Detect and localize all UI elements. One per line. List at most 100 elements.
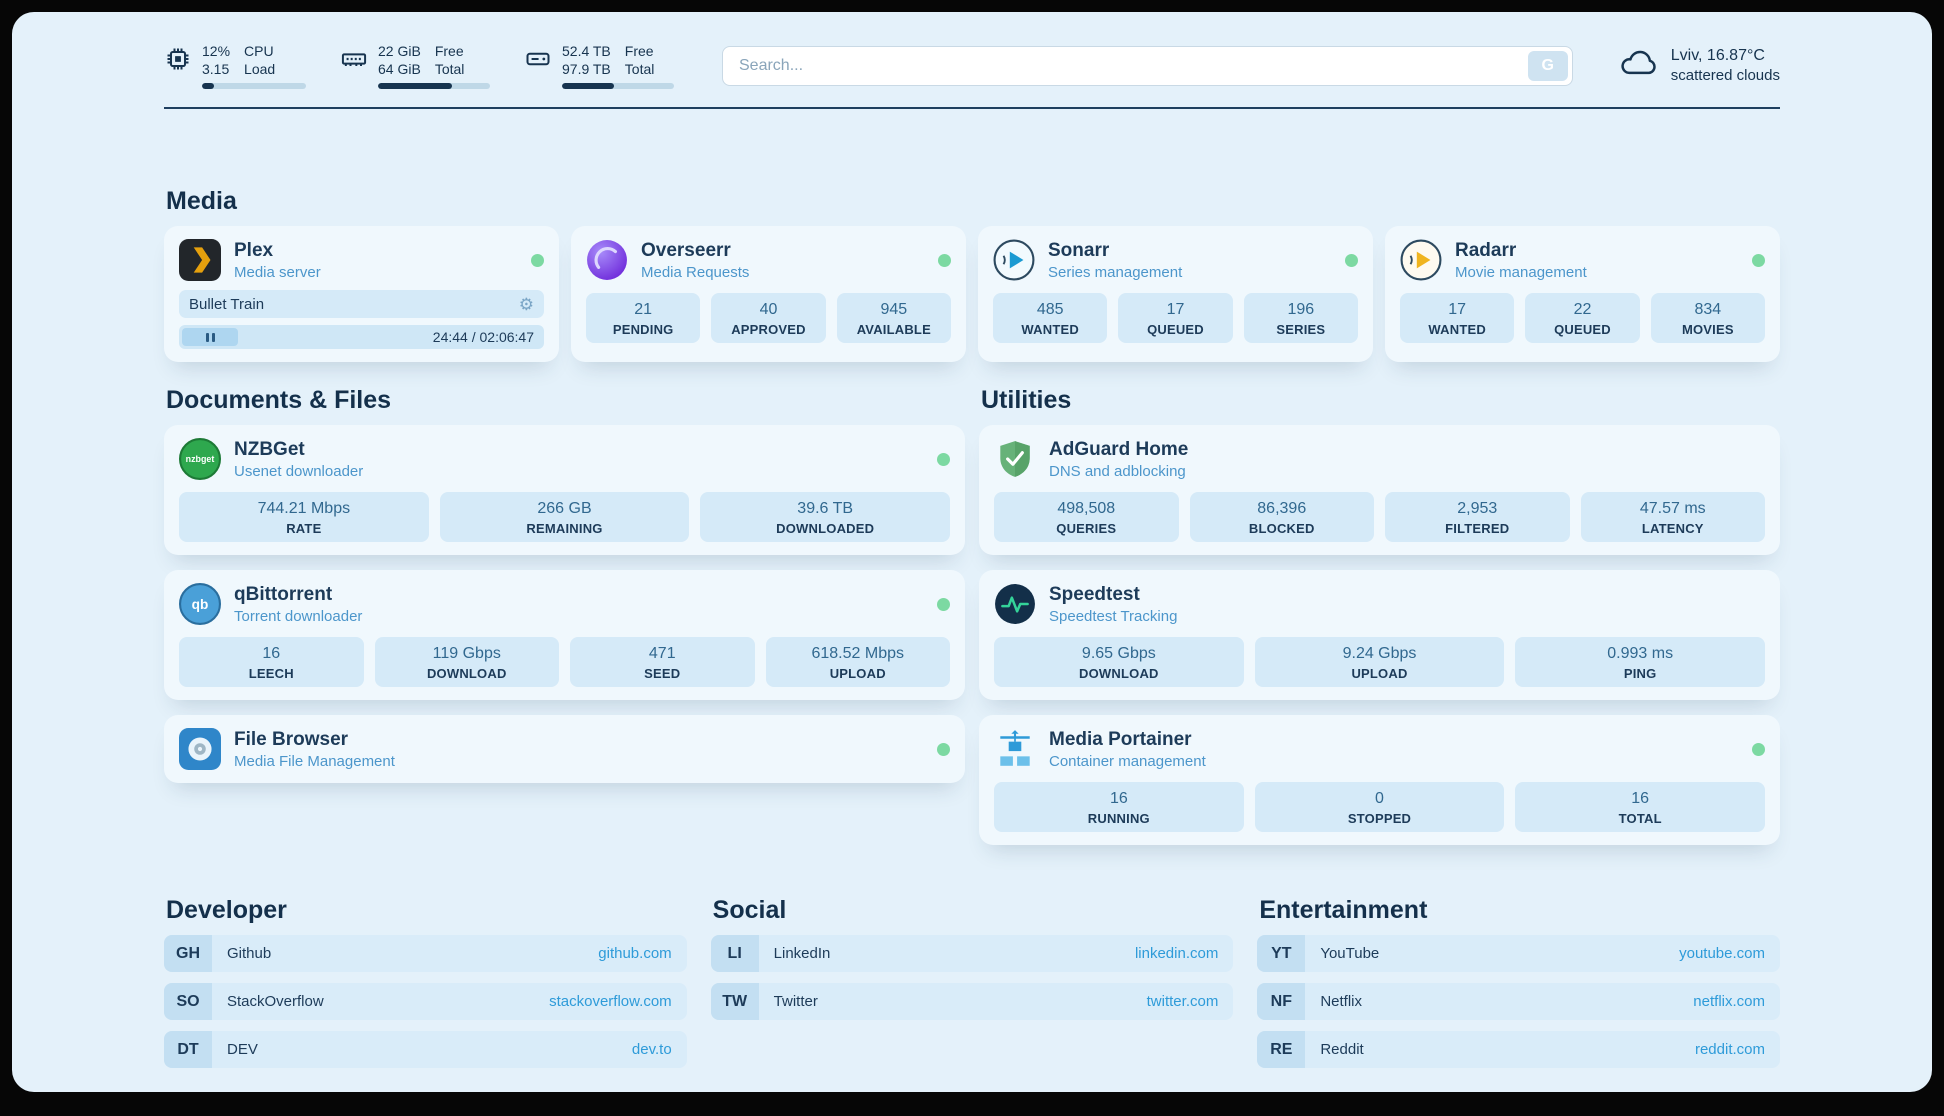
bookmark-abbr: DT [164,1031,212,1069]
service-card-plex: Plex Media server Bullet Train ⚙ [164,226,559,363]
bookmark-url[interactable]: twitter.com [1146,993,1219,1011]
section-utilities: Utilities AdGuard Home [979,386,1780,860]
weather-location: Lviv, 16.87°C [1670,47,1765,65]
disk-total-value: 97.9 TB [562,61,611,78]
nzbget-icon: nzbget [179,438,221,481]
service-link-sonarr[interactable]: Sonarr Series management [993,239,1358,281]
bookmark-reddit[interactable]: RE Reddit reddit.com [1257,1031,1780,1069]
bookmark-url[interactable]: linkedin.com [1134,945,1219,963]
sonarr-icon [993,239,1035,281]
bookmark-url[interactable]: netflix.com [1693,993,1765,1011]
service-link-plex[interactable]: Plex Media server [179,239,544,282]
ram-icon [340,45,368,78]
search-engine-button[interactable]: G [1527,50,1568,81]
bookmark-abbr: NF [1257,983,1306,1021]
disk-free-value: 52.4 TB [562,43,611,59]
status-dot [937,597,950,611]
stat-label: MOVIES [1681,322,1734,338]
stat-queued: 17 QUEUED [1118,293,1233,344]
bookmark-stackoverflow[interactable]: SO StackOverflow stackoverflow.com [164,983,687,1021]
stat-value: 119 Gbps [432,645,501,663]
bookmark-github[interactable]: GH Github github.com [164,935,687,973]
stat-label: QUERIES [1056,521,1117,537]
stat-value: 39.6 TB [797,500,854,518]
bookmark-abbr: SO [164,983,212,1021]
stat-wanted: 17 WANTED [1400,293,1515,344]
stat-queued: 22 QUEUED [1525,293,1640,344]
cpu-load-value: 3.15 [202,61,230,78]
stat-downloaded: 39.6 TB DOWNLOADED [700,492,951,543]
stat-label: PENDING [612,322,674,338]
plex-icon [179,239,221,282]
stat-value: 2,953 [1457,500,1498,518]
stat-pending: 21 PENDING [586,293,701,344]
bookmark-url[interactable]: dev.to [631,1041,672,1059]
service-link-qbittorrent[interactable]: qb qBittorrent Torrent downloader [179,583,950,626]
stat-rate: 744.21 Mbps RATE [179,492,429,543]
bookmark-url[interactable]: github.com [598,945,672,963]
stat-value: 17 [1166,301,1185,319]
bookmark-url[interactable]: reddit.com [1694,1041,1765,1059]
bookmark-abbr: YT [1257,935,1306,973]
bookmark-name: LinkedIn [773,945,831,963]
radarr-icon [1400,239,1442,281]
stat-value: 9.24 Gbps [1342,645,1417,663]
service-card-speedtest: Speedtest Speedtest Tracking 9.65 Gbps D… [979,570,1780,701]
stat-value: 945 [880,301,908,319]
stat-approved: 40 APPROVED [711,293,826,344]
service-link-speedtest[interactable]: Speedtest Speedtest Tracking [994,583,1765,625]
search-bar: G [722,45,1573,86]
stat-leech: 16 LEECH [179,637,364,688]
search-input[interactable] [722,45,1573,86]
bookmark-name: DEV [227,1041,258,1059]
service-link-filebrowser[interactable]: File Browser Media File Management [179,728,950,771]
service-subtitle: Movie management [1455,263,1587,281]
service-title: NZBGet [234,438,305,460]
bookmark-netflix[interactable]: NF Netflix netflix.com [1257,983,1780,1021]
stat-value: 196 [1287,301,1315,319]
bookmark-linkedin[interactable]: LI LinkedIn linkedin.com [710,935,1234,973]
stat-label: DOWNLOADED [776,521,875,537]
bookmark-name: Twitter [773,993,818,1011]
service-link-overseerr[interactable]: Overseerr Media Requests [586,239,951,281]
service-link-radarr[interactable]: Radarr Movie management [1400,239,1765,281]
pause-button[interactable] [182,328,238,347]
stat-upload: 9.24 Gbps UPLOAD [1254,637,1505,688]
media-section-title: Media [166,187,237,216]
cpu-load-label: Load [244,61,276,78]
bookmark-url[interactable]: stackoverflow.com [549,993,672,1011]
stat-seed: 471 SEED [570,637,755,688]
service-card-radarr: Radarr Movie management 17 WANTED 22 QUE… [1385,226,1780,363]
service-link-adguard[interactable]: AdGuard Home DNS and adblocking [994,438,1765,480]
service-subtitle: Speedtest Tracking [1049,607,1178,625]
qbittorrent-icon-label: qb [192,598,209,613]
stat-value: 618.52 Mbps [811,645,904,663]
service-title: AdGuard Home [1049,438,1189,460]
now-playing-bar: Bullet Train ⚙ [179,290,544,319]
bookmark-youtube[interactable]: YT YouTube youtube.com [1257,935,1780,973]
bookmark-twitter[interactable]: TW Twitter twitter.com [710,983,1234,1021]
ram-total-value: 64 GiB [378,61,421,78]
service-link-nzbget[interactable]: nzbget NZBGet Usenet downloader [179,438,950,481]
service-link-portainer[interactable]: Media Portainer Container management [994,728,1765,770]
section-documents: Documents & Files nzbget NZBGet Usenet d [164,386,965,798]
cpu-percent: 12% [202,43,231,59]
status-dot [937,742,950,756]
stat-label: SERIES [1276,322,1326,338]
playback-progress-track[interactable]: 24:44 / 02:06:47 [179,325,544,350]
cpu-progress-track [202,83,306,90]
stat-label: RUNNING [1087,811,1150,827]
top-bar: 12% 3.15 CPU Load [164,12,1780,90]
stat-value: 22 [1573,301,1592,319]
bookmark-name: StackOverflow [227,993,324,1011]
topbar-divider [164,107,1780,110]
service-card-overseerr: Overseerr Media Requests 21 PENDING 40 A… [571,226,966,363]
gear-icon[interactable]: ⚙ [518,294,534,314]
stat-label: AVAILABLE [856,322,931,338]
service-subtitle: DNS and adblocking [1049,462,1186,480]
bookmark-dev[interactable]: DT DEV dev.to [164,1031,687,1069]
filebrowser-icon [179,728,221,771]
status-dot [938,253,951,267]
bookmark-url[interactable]: youtube.com [1679,945,1765,963]
disk-progress-fill [562,83,614,90]
